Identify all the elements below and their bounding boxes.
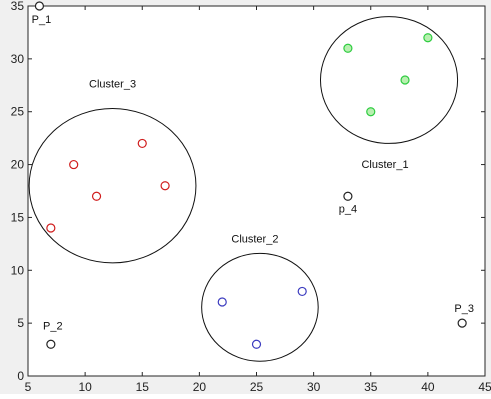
x-tick-label: 5 [25, 380, 32, 394]
cluster-circle [319, 16, 459, 144]
cluster-circle [201, 252, 319, 362]
y-tick-label: 5 [17, 316, 24, 330]
data-point [343, 43, 353, 53]
data-point [137, 138, 147, 149]
data-point [423, 33, 433, 43]
data-point [34, 1, 45, 11]
y-tick-label: 0 [17, 369, 24, 383]
annotation-label: P_1 [32, 14, 52, 26]
clusters-layer [28, 16, 459, 362]
labels-layer: P_1 P_2 P_3 p_4 Cluster_1 Cluster_2 Cluster_3 [32, 14, 474, 332]
x-tick-label: 35 [364, 380, 378, 394]
points-layer [34, 1, 467, 349]
data-point [457, 318, 467, 328]
y-tick-label: 10 [11, 263, 25, 277]
data-point [366, 107, 376, 117]
y-tick-label: 15 [11, 210, 25, 224]
data-point [217, 297, 227, 307]
data-point [91, 191, 102, 201]
annotation-label: Cluster_1 [361, 159, 408, 171]
data-point [46, 339, 56, 349]
data-point [297, 286, 307, 297]
cluster-circle [28, 108, 197, 264]
x-tick-label: 10 [78, 380, 92, 394]
x-tick-label: 30 [307, 380, 321, 394]
y-tick-label: 35 [11, 0, 25, 13]
data-point [251, 339, 262, 349]
data-point [343, 191, 353, 201]
data-point [46, 223, 56, 233]
x-tick-label: 45 [478, 380, 491, 394]
x-tick-label: 20 [193, 380, 207, 394]
x-tick-label: 40 [421, 380, 435, 394]
plot-area [27, 5, 486, 377]
annotation-label: P_2 [43, 320, 63, 332]
y-tick-label: 20 [11, 158, 25, 172]
annotation-label: Cluster_3 [89, 79, 136, 91]
annotation-label: p_4 [339, 203, 357, 215]
data-point [400, 75, 410, 85]
data-point [69, 159, 79, 170]
annotation-label: Cluster_2 [231, 233, 278, 245]
x-tick-label: 15 [136, 380, 150, 394]
data-point [160, 181, 170, 191]
x-tick-label: 25 [250, 380, 264, 394]
annotation-label: P_3 [454, 303, 474, 315]
y-tick-label: 30 [11, 52, 25, 66]
y-tick-label: 25 [11, 105, 25, 119]
